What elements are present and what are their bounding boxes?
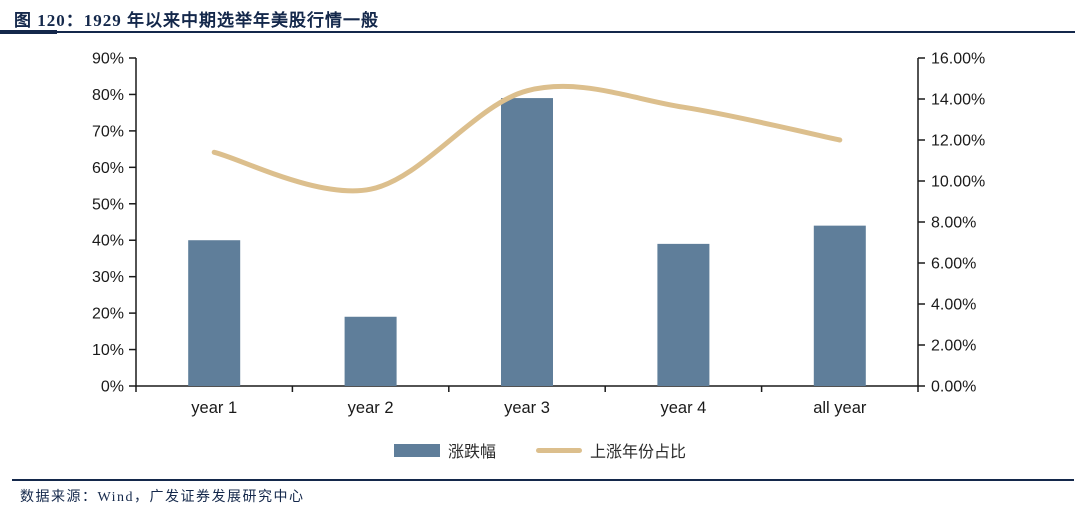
- bar-year-2: [344, 316, 397, 386]
- left-axis-tick-label: 30%: [92, 269, 124, 286]
- legend-label-line: 上涨年份占比: [590, 444, 687, 461]
- title-underline-accent: [0, 30, 57, 34]
- x-axis-category-label: year 3: [504, 399, 550, 417]
- x-axis-category-label: year 2: [348, 399, 394, 417]
- bar-year-4: [657, 243, 710, 386]
- bar-series-swatch: [393, 443, 440, 457]
- line-series-swatch: [536, 447, 582, 453]
- right-axis-tick-label: 14.00%: [931, 92, 985, 109]
- legend-label-bar: 涨跌幅: [447, 444, 496, 461]
- chart-canvas: 0% 10% 20% 30% 40% 50% 60% 70% 80% 90% 0.00% 2.00% 4…: [92, 51, 985, 418]
- left-axis-tick-label: 70%: [92, 123, 124, 140]
- left-axis-tick-label: 80%: [92, 87, 124, 104]
- left-axis-tick-label: 0%: [101, 379, 124, 396]
- right-axis-tick-label: 2.00%: [931, 338, 976, 355]
- source-note: 数据来源：Wind，广发证券发展研究中心: [20, 490, 305, 505]
- legend-item-bar-series: 涨跌幅: [393, 438, 496, 462]
- left-axis-tick-label: 40%: [92, 233, 124, 250]
- left-axis-tick-label: 10%: [92, 342, 124, 359]
- right-axis-tick-label: 6.00%: [931, 256, 976, 273]
- left-axis-tick-label: 50%: [92, 196, 124, 213]
- left-axis-tick-label: 90%: [92, 51, 124, 68]
- right-axis-tick-label: 8.00%: [931, 215, 976, 232]
- trend-line: [211, 83, 843, 194]
- right-axis-tick-label: 12.00%: [931, 133, 985, 150]
- bar-year-1: [188, 240, 241, 386]
- chart-legend: 涨跌幅 上涨年份占比: [0, 439, 1080, 461]
- bar-all-year: [813, 225, 866, 386]
- bar-year-3: [501, 98, 553, 386]
- title-underline: [0, 31, 1075, 33]
- right-axis-tick-label: 0.00%: [931, 379, 976, 396]
- right-axis-tick-label: 10.00%: [931, 174, 985, 191]
- source-divider: [12, 479, 1074, 481]
- legend-item-line-series: 上涨年份占比: [536, 438, 686, 462]
- left-axis-tick-label: 20%: [92, 306, 124, 323]
- x-axis-category-label: all year: [813, 399, 867, 417]
- figure-title: 图 120：1929 年以来中期选举年美股行情一般: [14, 11, 379, 30]
- left-axis-tick-label: 60%: [92, 160, 124, 177]
- x-axis-category-label: year 4: [660, 399, 706, 417]
- x-axis-category-label: year 1: [191, 399, 237, 417]
- right-axis-tick-label: 16.00%: [931, 51, 985, 68]
- right-axis-tick-label: 4.00%: [931, 297, 976, 314]
